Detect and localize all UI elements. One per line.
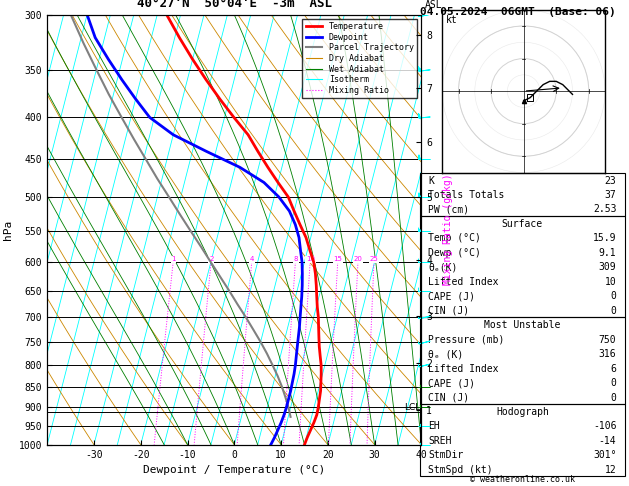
- Text: θₑ (K): θₑ (K): [428, 349, 464, 359]
- Text: θₑ(K): θₑ(K): [428, 262, 458, 272]
- Text: SREH: SREH: [428, 436, 452, 446]
- Bar: [420, 404, 625, 476]
- Text: 2.53: 2.53: [593, 205, 616, 214]
- Legend: Temperature, Dewpoint, Parcel Trajectory, Dry Adiabat, Wet Adiabat, Isotherm, Mi: Temperature, Dewpoint, Parcel Trajectory…: [303, 19, 417, 98]
- Bar: [420, 317, 625, 404]
- Text: K: K: [428, 175, 434, 186]
- Bar: [420, 216, 625, 317]
- Text: 10: 10: [604, 277, 616, 287]
- Text: 4: 4: [250, 256, 254, 262]
- Text: 750: 750: [599, 335, 616, 345]
- Text: 25: 25: [370, 256, 379, 262]
- Text: 04.05.2024  06GMT  (Base: 06): 04.05.2024 06GMT (Base: 06): [420, 7, 616, 17]
- Text: Pressure (mb): Pressure (mb): [428, 335, 504, 345]
- Text: 8: 8: [293, 256, 298, 262]
- Text: PW (cm): PW (cm): [428, 205, 469, 214]
- Text: CIN (J): CIN (J): [428, 393, 469, 402]
- Y-axis label: Mixing Ratio (g/kg): Mixing Ratio (g/kg): [443, 174, 454, 285]
- Text: 316: 316: [599, 349, 616, 359]
- Text: Lifted Index: Lifted Index: [428, 364, 499, 374]
- Text: 23: 23: [604, 175, 616, 186]
- Text: CAPE (J): CAPE (J): [428, 378, 476, 388]
- Text: Most Unstable: Most Unstable: [484, 320, 560, 330]
- Text: StmDir: StmDir: [428, 451, 464, 460]
- Text: © weatheronline.co.uk: © weatheronline.co.uk: [470, 474, 574, 484]
- Text: 309: 309: [599, 262, 616, 272]
- Text: StmSpd (kt): StmSpd (kt): [428, 465, 493, 475]
- Text: CAPE (J): CAPE (J): [428, 291, 476, 301]
- Text: Temp (°C): Temp (°C): [428, 233, 481, 243]
- Text: Lifted Index: Lifted Index: [428, 277, 499, 287]
- Text: 0: 0: [611, 393, 616, 402]
- X-axis label: Dewpoint / Temperature (°C): Dewpoint / Temperature (°C): [143, 465, 325, 475]
- Bar: [420, 173, 625, 216]
- Text: Dewp (°C): Dewp (°C): [428, 248, 481, 258]
- Text: Totals Totals: Totals Totals: [428, 190, 504, 200]
- Text: 1: 1: [171, 256, 175, 262]
- Text: Hodograph: Hodograph: [496, 407, 549, 417]
- Text: km
ASL: km ASL: [425, 0, 443, 10]
- Text: 301°: 301°: [593, 451, 616, 460]
- Text: 10: 10: [306, 256, 315, 262]
- Text: 15: 15: [333, 256, 342, 262]
- Text: 0: 0: [611, 306, 616, 316]
- Text: 37: 37: [604, 190, 616, 200]
- Text: 0: 0: [611, 378, 616, 388]
- Text: 12: 12: [604, 465, 616, 475]
- Text: 15.9: 15.9: [593, 233, 616, 243]
- Text: 0: 0: [611, 291, 616, 301]
- Text: -106: -106: [593, 421, 616, 432]
- Y-axis label: hPa: hPa: [3, 220, 13, 240]
- Text: 6: 6: [611, 364, 616, 374]
- Text: 2: 2: [209, 256, 213, 262]
- Text: CIN (J): CIN (J): [428, 306, 469, 316]
- Text: Surface: Surface: [502, 219, 543, 229]
- Text: EH: EH: [428, 421, 440, 432]
- Text: 40°27'N  50°04'E  -3m  ASL: 40°27'N 50°04'E -3m ASL: [136, 0, 332, 10]
- Text: LCL: LCL: [404, 403, 420, 413]
- Text: 9.1: 9.1: [599, 248, 616, 258]
- Text: kt: kt: [445, 15, 457, 25]
- Text: -14: -14: [599, 436, 616, 446]
- Text: 20: 20: [353, 256, 362, 262]
